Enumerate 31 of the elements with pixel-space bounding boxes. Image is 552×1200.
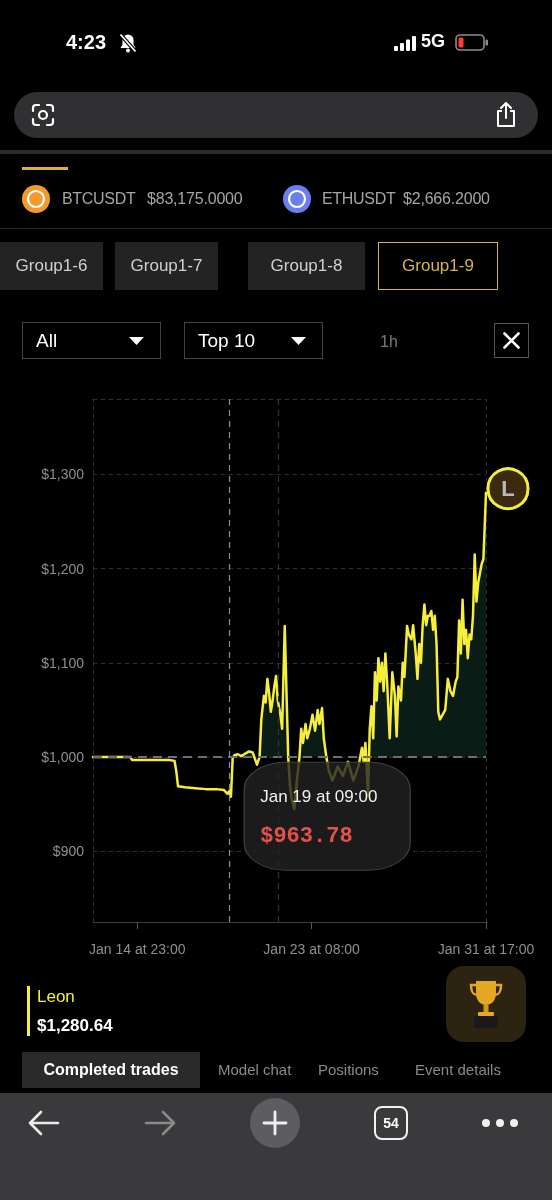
text: Event details	[415, 1061, 501, 1079]
dropdown: Top 10	[184, 322, 323, 359]
text: 1h	[380, 332, 398, 352]
text: ETHUSDT	[322, 189, 396, 209]
text: $1,280.64	[37, 1015, 114, 1035]
text: $83,175.0000	[147, 189, 243, 209]
tab-button: Group1-8	[248, 242, 365, 290]
tab-button: Group1-6	[0, 242, 103, 290]
y-tick-label: $1,200	[41, 560, 85, 577]
text: Positions	[318, 1061, 379, 1079]
tab-button: Completed trades	[22, 1052, 200, 1088]
annotation: L	[501, 476, 515, 502]
annotation: $963.78	[260, 823, 353, 849]
x-tick-label: Jan 14 at 23:00	[88, 941, 186, 957]
y-tick-label: $1,300	[41, 466, 85, 483]
annotation: Jan 19 at 09:00	[260, 786, 378, 806]
text: Leon	[37, 986, 75, 1006]
dropdown: All	[22, 322, 161, 359]
x-tick-label: Jan 23 at 08:00	[263, 941, 361, 957]
text: 5G	[421, 31, 446, 53]
text: BTCUSDT	[62, 189, 136, 209]
text: 4:23	[66, 30, 107, 54]
tab-button: Group1-7	[115, 242, 218, 290]
y-tick-label: $1,100	[41, 654, 85, 671]
text: Model chat	[218, 1061, 292, 1079]
tabs-button: 54	[374, 1106, 408, 1140]
text: $2,666.2000	[403, 189, 490, 209]
y-tick-label: $900	[52, 843, 85, 860]
tab-button: Group1-9	[378, 242, 498, 290]
y-tick-label: $1,000	[41, 749, 85, 766]
x-tick-label: Jan 31 at 17:00	[437, 941, 535, 957]
